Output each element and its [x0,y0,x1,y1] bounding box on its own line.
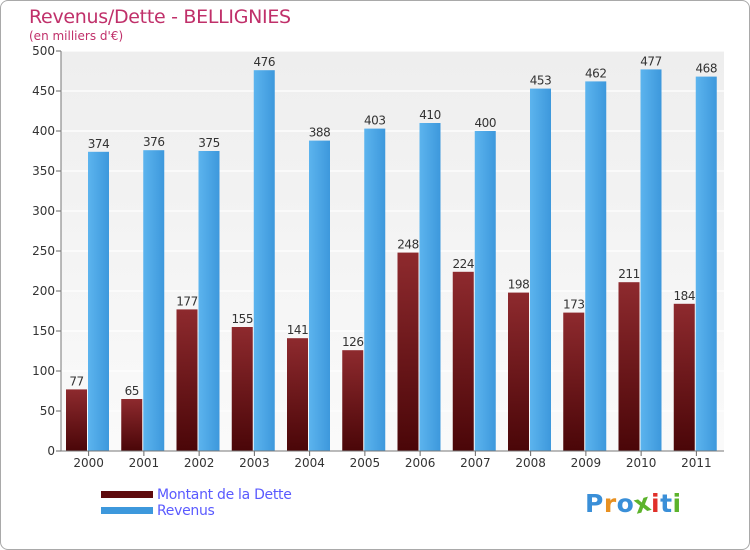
x-tick-label: 2001 [129,456,160,470]
data-label: 155 [232,312,253,326]
logo-letter: o [616,489,635,518]
y-tick-label: 150 [32,324,55,338]
data-label: 453 [530,74,551,88]
y-tick-label: 400 [32,124,55,138]
data-label: 376 [143,135,164,149]
bar-dette [176,309,198,451]
data-label: 400 [475,116,496,130]
data-label: 388 [309,126,330,140]
data-label: 476 [254,55,275,69]
data-label: 173 [563,298,584,312]
logo-letter: i [672,489,682,518]
y-tick-label: 300 [32,204,55,218]
bar-dette [231,327,253,451]
x-tick-label: 2009 [571,456,602,470]
x-tick-label: 2011 [681,456,712,470]
data-label: 126 [342,335,363,349]
logo-letter: r [603,489,617,518]
bar-revenus [253,70,275,451]
x-tick-label: 2005 [350,456,381,470]
x-tick-label: 2006 [405,456,436,470]
bar-revenus [198,151,220,451]
bar-dette [452,271,474,451]
x-tick-label: 2004 [294,456,325,470]
bar-revenus [585,81,607,452]
data-label: 77 [69,374,83,388]
logo-letter: i [651,489,661,518]
bar-dette [121,399,143,451]
y-tick-label: 0 [47,444,55,458]
bar-revenus [474,131,496,451]
y-tick-label: 450 [32,84,55,98]
legend-swatch-revenus [101,507,153,514]
legend-swatch-dette [101,491,153,498]
data-label: 224 [453,257,474,271]
x-tick-label: 2002 [184,456,215,470]
data-label: 184 [674,289,695,303]
x-tick-label: 2003 [239,456,270,470]
x-tick-label: 2000 [73,456,104,470]
data-label: 211 [618,267,639,281]
data-label: 248 [397,238,418,252]
proxiti-logo: Proxiti [585,487,682,519]
data-label: 198 [508,278,529,292]
data-label: 468 [696,62,717,76]
bar-dette [66,389,87,451]
bar-revenus [530,88,551,451]
bar-revenus [88,151,109,452]
data-label: 477 [640,54,661,68]
logo-letter: t [660,489,673,518]
legend-label-dette: Montant de la Dette [157,487,292,503]
bar-dette [618,282,640,451]
bar-dette [563,312,585,451]
bar-revenus [143,150,165,451]
data-label: 374 [88,137,109,151]
data-label: 403 [364,114,385,128]
logo-letter: P [585,489,604,518]
bar-dette [342,350,364,451]
y-tick-label: 50 [40,404,55,418]
chart-title: Revenus/Dette - BELLIGNIES [29,6,291,28]
data-label: 141 [287,323,308,337]
legend-label-revenus: Revenus [157,503,215,519]
bar-revenus [419,123,441,451]
x-tick-label: 2007 [460,456,491,470]
y-tick-label: 500 [32,44,55,58]
data-label: 375 [198,136,219,150]
bar-revenus [640,69,662,452]
bar-revenus [309,140,330,451]
data-label: 177 [176,294,197,308]
y-tick-label: 350 [32,164,55,178]
bar-dette [508,292,529,451]
bar-dette [287,338,308,451]
data-label: 410 [419,108,440,122]
bar-dette [673,303,695,451]
data-label: 462 [585,66,606,80]
y-tick-label: 250 [32,244,55,258]
bar-dette [397,252,419,451]
chart-subtitle: (en milliers d'€) [29,29,124,43]
x-tick-label: 2008 [515,456,546,470]
y-tick-label: 200 [32,284,55,298]
y-tick-label: 100 [32,364,55,378]
bar-revenus [364,128,386,451]
bar-revenus [695,76,717,451]
data-label: 65 [125,384,139,398]
x-tick-label: 2010 [626,456,657,470]
